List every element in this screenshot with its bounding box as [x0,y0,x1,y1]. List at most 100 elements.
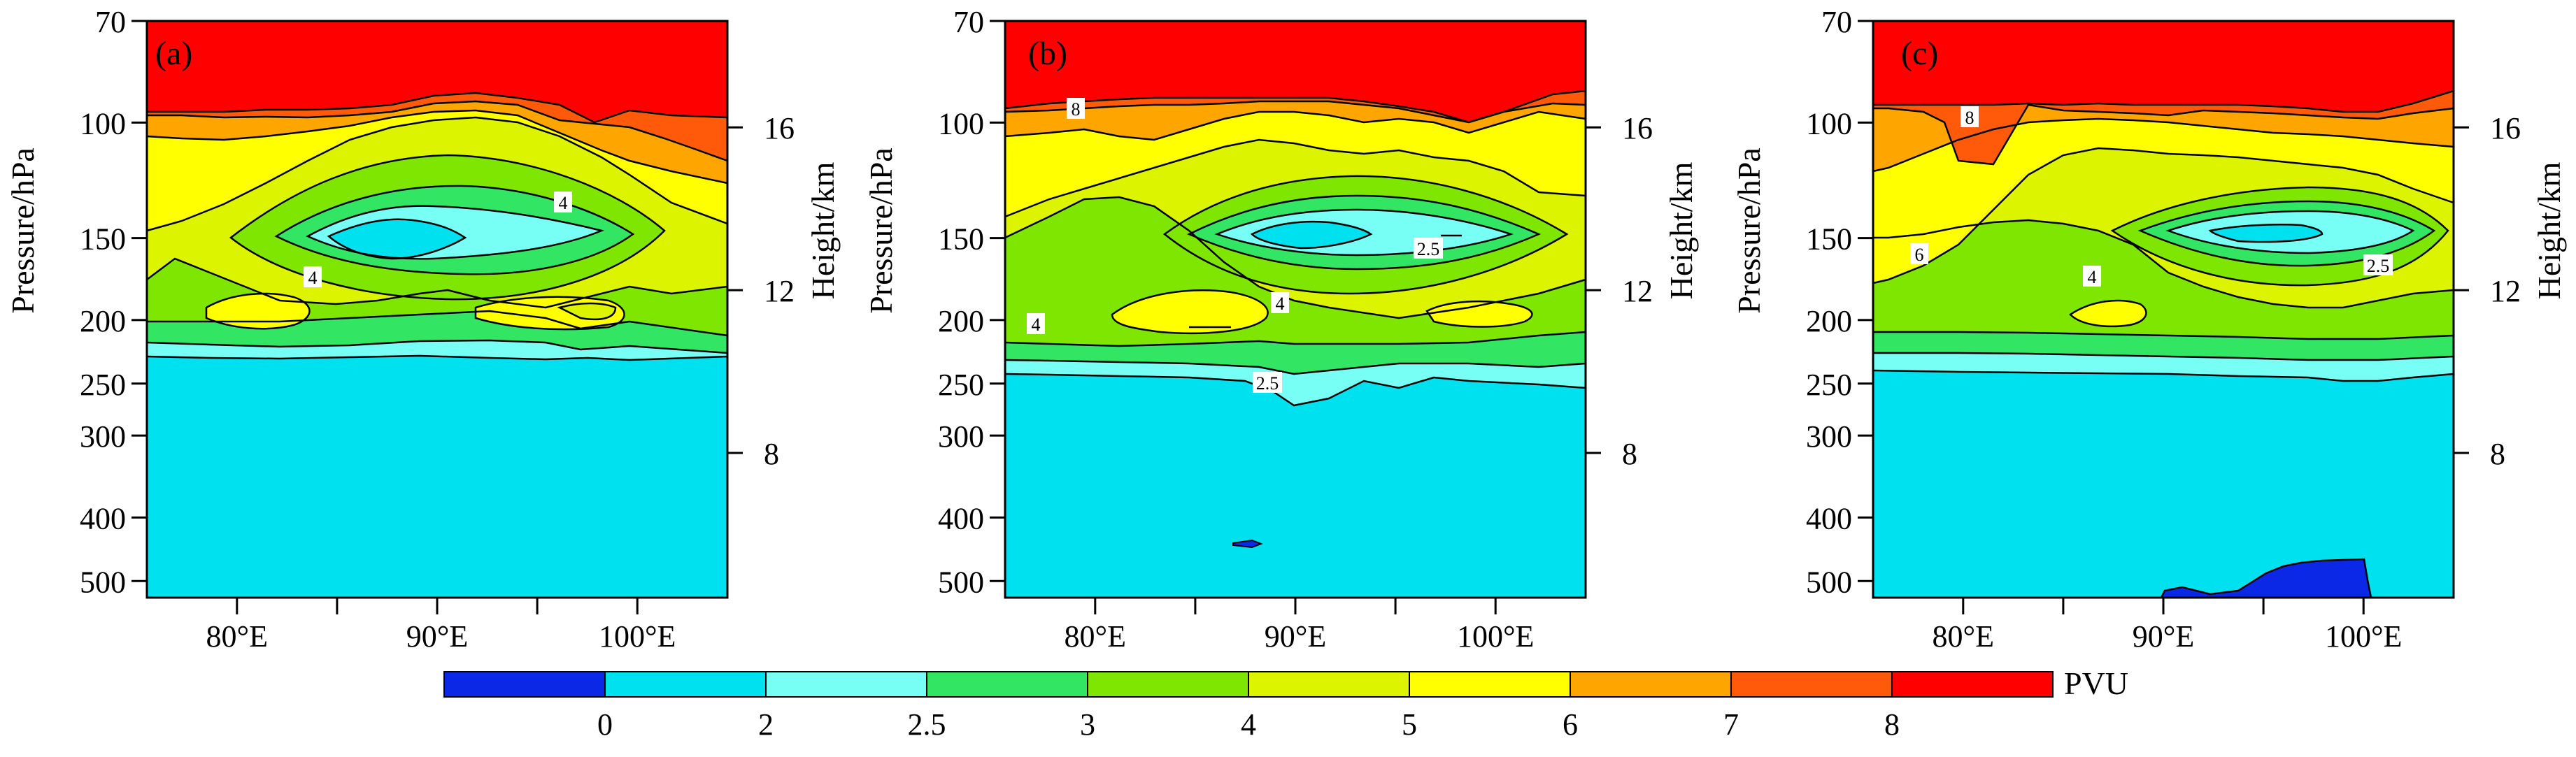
y-axis-title: Pressure/hPa [863,147,899,314]
y-axis-title: Pressure/hPa [1731,147,1767,314]
panel-axes: 70 100 150 200 250 300 400 500 16 12 8 80°E 90°E 100°… [863,5,1699,654]
y-tick-label: 300 [1806,419,1852,454]
contour-label: 4 [1276,294,1285,314]
y-tick-right-label: 12 [2490,274,2521,308]
y-axis-title: Pressure/hPa [5,147,41,314]
contour-label: 4 [1032,315,1041,335]
y-tick-right-label: 12 [1622,274,1653,308]
colorbar-swatch [1730,671,1893,698]
x-tick-label: 80°E [206,619,268,654]
y-tick-label: 200 [938,304,984,338]
y-tick-label: 300 [938,419,984,454]
contour-label: 2.5 [2367,256,2390,276]
y-tick-label: 500 [1806,565,1852,599]
y-tick-label: 400 [80,501,126,535]
colorbar-tick-label: 3 [1080,707,1095,742]
y-tick-right-label: 12 [764,274,795,308]
y-tick-right-label: 8 [1622,437,1637,471]
y-tick-label: 70 [953,5,984,39]
y-tick-label: 100 [80,106,126,140]
panel-c-contour-lines [1872,89,2454,598]
contour-label: 8 [1072,99,1081,120]
colorbar: 0 2 2.5 3 4 5 6 7 8 PVU [443,665,2128,742]
x-tick-label: 80°E [1933,619,1994,654]
colorbar-swatch [1570,671,1732,698]
x-tick-label: 100°E [2325,619,2402,654]
y-tick-label: 500 [938,565,984,599]
y-tick-label: 250 [1806,368,1852,402]
contour-label: 2.5 [1417,239,1440,259]
x-tick-label: 100°E [599,619,676,654]
contour-label: 4 [559,193,568,213]
colorbar-swatch [926,671,1088,698]
y-tick-label: 200 [1806,304,1852,338]
x-tick-label: 90°E [406,619,468,654]
panel-a-contour-lines [146,92,728,361]
y-tick-label: 300 [80,419,126,454]
y-tick-label: 70 [1821,5,1852,39]
y-tick-right-label: 8 [764,437,779,471]
panel-c-field [1873,21,2454,598]
panel-c: 8 6 4 2.5 (c) [1872,20,2455,599]
y-tick-label: 150 [938,222,984,257]
y-tick-label: 100 [1806,106,1852,140]
contour-label: 2.5 [1256,373,1279,394]
colorbar-tick-label: 6 [1563,707,1578,742]
y-axis-right-title: Height/km [1663,161,1699,299]
panel-c-contour-labels: 8 6 4 2.5 [1910,106,2393,287]
y-axis-right-title: Height/km [2531,161,2567,299]
panel-label: (b) [1028,35,1067,72]
y-axis-right-title: Height/km [805,161,841,299]
colorbar-tick-label: 4 [1241,707,1256,742]
y-tick-label: 150 [80,222,126,257]
panel-a-field [147,21,727,598]
colorbar-tick-label: 7 [1723,707,1739,742]
colorbar-tick-label: 2.5 [908,707,946,742]
y-tick-right-label: 16 [1622,111,1653,145]
panel-a: 4 4 (a) [145,20,729,599]
colorbar-swatch [765,671,927,698]
colorbar-swatch [1087,671,1249,698]
panel-label: (c) [1901,35,1938,72]
y-tick-right-label: 16 [2490,111,2521,145]
panel-b-features [1232,539,1263,549]
contour-label: 8 [1965,108,1974,128]
colorbar-unit: PVU [2064,665,2128,701]
colorbar-tick-label: 0 [597,707,613,742]
y-tick-label: 200 [80,304,126,338]
y-tick-label: 400 [1806,501,1852,535]
colorbar-swatch [1248,671,1410,698]
panel-b: 8 2.5 4 4 2.5 (b) [1004,20,1587,599]
colorbar-swatch [1891,671,2054,698]
x-tick-label: 90°E [2133,619,2194,654]
y-tick-label: 400 [938,501,984,535]
panel-b-contour-labels: 8 2.5 4 4 2.5 [1027,98,1443,394]
colorbar-swatch [604,671,767,698]
y-tick-right-label: 16 [764,111,795,145]
y-tick-label: 70 [95,5,126,39]
y-tick-label: 250 [938,368,984,402]
contour-label: 4 [308,268,318,288]
colorbar-tick-label: 5 [1402,707,1417,742]
panel-axes: 70 100 150 200 250 300 400 500 16 12 8 80°E 90°E 100°… [1731,5,2567,654]
y-tick-label: 250 [80,368,126,402]
colorbar-tick-label: 8 [1884,707,1900,742]
contour-label: 4 [2088,267,2097,287]
panel-label: (a) [155,35,192,72]
panel-a-contour-labels: 4 4 [304,192,572,288]
contour-label: 6 [1915,245,1924,265]
panel-b-contour-lines [1004,89,1586,407]
y-tick-label: 500 [80,565,126,599]
colorbar-swatch [1409,671,1571,698]
panel-axes: 70 100 150 200 250 300 400 500 16 12 8 80°E 90°E 100°… [5,5,841,654]
y-tick-label: 100 [938,106,984,140]
colorbar-swatch [443,671,606,698]
colorbar-tick-label: 2 [758,707,774,742]
x-tick-label: 80°E [1065,619,1126,654]
x-tick-label: 100°E [1457,619,1534,654]
x-tick-label: 90°E [1265,619,1326,654]
y-tick-right-label: 8 [2490,437,2505,471]
axes-layer: 70 100 150 200 250 300 400 500 16 12 8 80°E 90°E 100°… [5,5,2567,654]
y-tick-label: 150 [1806,222,1852,257]
